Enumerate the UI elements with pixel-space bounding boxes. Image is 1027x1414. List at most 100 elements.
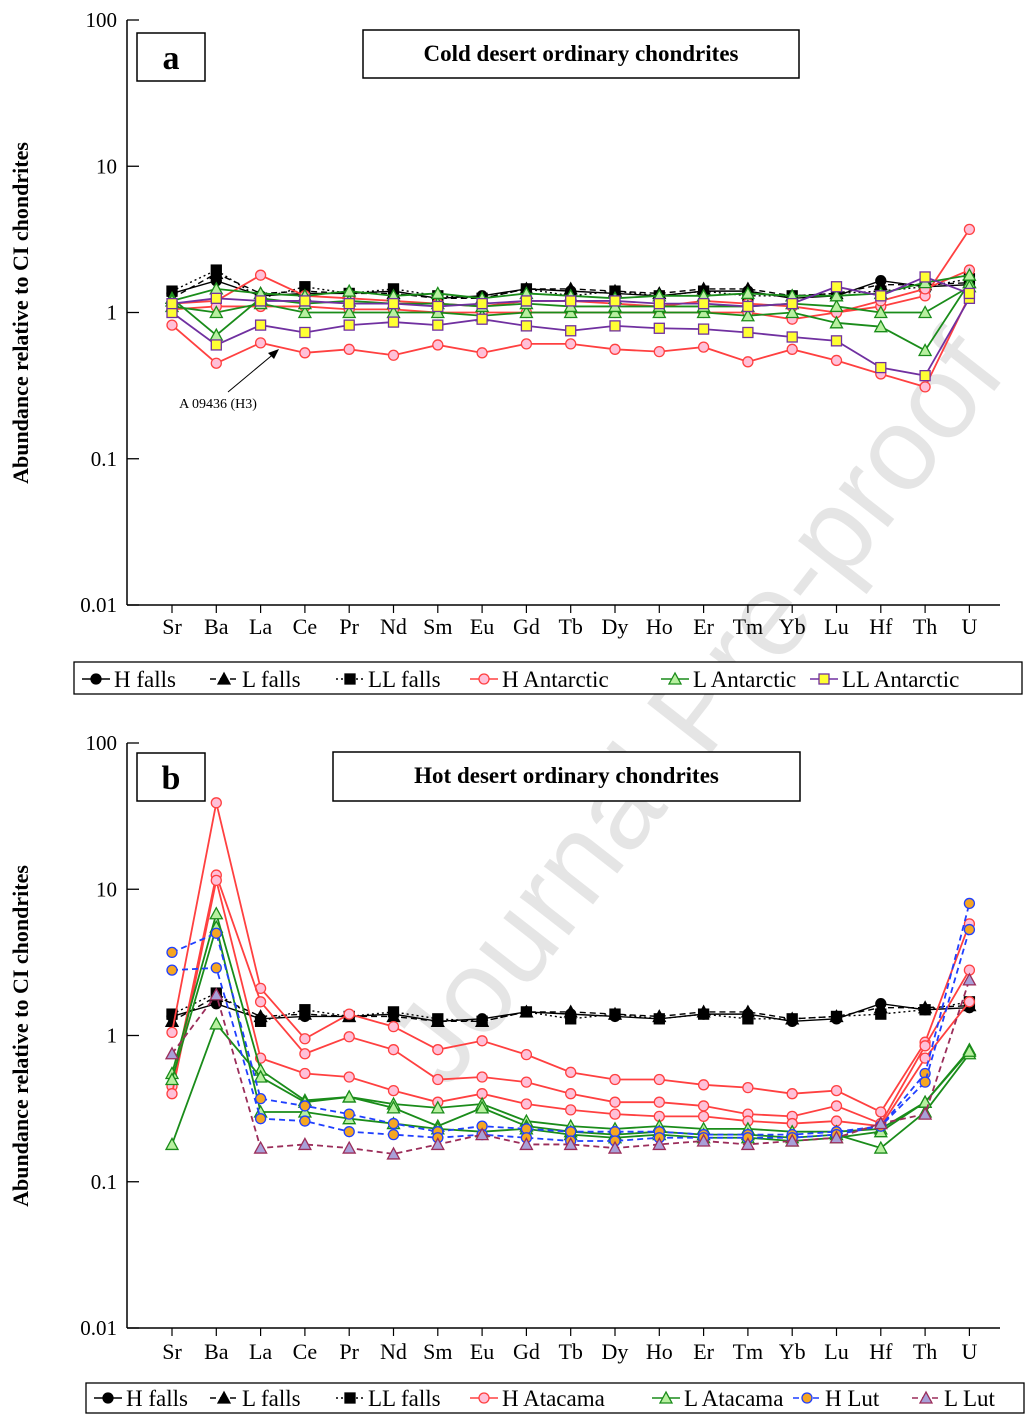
data-point xyxy=(343,319,355,331)
data-point xyxy=(873,319,888,333)
data-point xyxy=(697,323,710,335)
data-point xyxy=(653,345,665,358)
y-tick-label: 100 xyxy=(86,731,118,755)
legend-label: LL falls xyxy=(368,667,441,692)
chart-panel-a: 0.01 0.1 1 10 100 Sr Ba La Ce Pr Nd Sm Eu Gd Tb Dy Ho Er T… xyxy=(8,8,1023,695)
data-point xyxy=(740,1137,755,1151)
legend-label: H Antarctic xyxy=(502,667,609,692)
data-point xyxy=(254,1015,267,1027)
data-point xyxy=(786,343,798,355)
data-point xyxy=(164,1072,180,1086)
series-ll-antarctic xyxy=(166,292,976,382)
data-point xyxy=(565,295,577,307)
data-point xyxy=(742,1013,754,1025)
panel-label: a xyxy=(163,40,180,77)
data-point xyxy=(697,1079,710,1091)
x-tick-label: Ba xyxy=(204,614,229,639)
data-point xyxy=(210,797,222,809)
data-point xyxy=(653,1096,665,1108)
legend-marker xyxy=(344,1392,356,1404)
x-tick-label: Ce xyxy=(293,1339,317,1364)
legend-item: L Atacama xyxy=(652,1386,783,1411)
x-tick-label: Ce xyxy=(293,614,317,639)
data-point xyxy=(563,1137,578,1151)
y-tick-label: 0.01 xyxy=(80,593,117,617)
panel-label: b xyxy=(162,760,181,797)
data-point xyxy=(962,1043,977,1057)
data-point xyxy=(875,1106,887,1118)
data-point xyxy=(430,1100,445,1114)
data-point xyxy=(962,267,977,281)
legend-item: H Atacama xyxy=(470,1386,605,1411)
data-point xyxy=(697,341,710,353)
data-point xyxy=(210,339,222,351)
data-point xyxy=(210,292,222,304)
legend-label: LL Antarctic xyxy=(842,667,959,692)
data-point xyxy=(565,1013,577,1025)
x-tick-label: Tb xyxy=(558,1339,582,1364)
data-point xyxy=(254,337,267,349)
data-point xyxy=(166,946,178,959)
data-point xyxy=(209,987,224,1001)
series-h-atacama xyxy=(166,797,976,1118)
data-point xyxy=(565,325,577,337)
data-point xyxy=(343,1071,355,1083)
data-point xyxy=(520,1048,533,1061)
data-point xyxy=(653,1013,665,1025)
data-point xyxy=(963,923,976,936)
data-point xyxy=(254,269,267,281)
data-point xyxy=(830,1100,843,1112)
legend-item: L Antarctic xyxy=(661,667,796,692)
data-point xyxy=(740,308,755,322)
data-point xyxy=(520,338,533,350)
data-point xyxy=(786,1088,798,1100)
data-point xyxy=(166,319,178,331)
data-point xyxy=(918,305,933,319)
legend-item: L Lut xyxy=(912,1386,995,1411)
data-point xyxy=(918,343,933,357)
data-point xyxy=(873,1140,888,1154)
data-point xyxy=(919,271,931,283)
data-point xyxy=(343,1031,355,1043)
y-axis-label: Abundance relative to CI chondrites xyxy=(8,865,33,1207)
data-point xyxy=(963,897,976,910)
data-point xyxy=(297,1137,312,1151)
series-h-lut xyxy=(166,897,976,1141)
data-point xyxy=(609,295,621,307)
data-point xyxy=(299,1115,311,1127)
data-point xyxy=(697,1100,710,1112)
data-point xyxy=(742,300,754,313)
x-tick-label: Yb xyxy=(779,614,806,639)
x-tick-label: Lu xyxy=(824,614,848,639)
data-point xyxy=(697,1110,710,1123)
data-point xyxy=(343,1126,355,1138)
data-point xyxy=(697,297,710,310)
x-tick-label: Ho xyxy=(646,614,673,639)
data-point xyxy=(254,996,267,1008)
data-point xyxy=(343,343,355,355)
x-tick-label: Pr xyxy=(339,614,359,639)
data-point xyxy=(653,1073,665,1086)
data-point xyxy=(343,297,355,310)
data-point xyxy=(164,1137,180,1151)
data-point xyxy=(962,972,977,986)
data-point xyxy=(696,1133,711,1147)
data-point xyxy=(785,305,800,319)
x-tick-label: U xyxy=(961,614,977,639)
data-point xyxy=(565,1126,577,1138)
annotation-arrow xyxy=(227,351,277,393)
data-point xyxy=(565,1104,577,1116)
series-ll-antarctic xyxy=(166,271,976,313)
data-point xyxy=(166,1008,178,1020)
x-tick-label: Th xyxy=(913,614,937,639)
data-point xyxy=(386,1146,401,1160)
chart-title-box xyxy=(332,751,801,802)
data-point xyxy=(254,1093,267,1105)
data-point xyxy=(430,286,445,300)
y-tick-label: 1 xyxy=(107,301,118,325)
x-tick-label: U xyxy=(961,1339,977,1364)
data-point xyxy=(919,1040,931,1052)
x-tick-label: Hf xyxy=(869,614,893,639)
x-tick-label: Er xyxy=(693,1339,714,1364)
data-point xyxy=(299,347,311,359)
